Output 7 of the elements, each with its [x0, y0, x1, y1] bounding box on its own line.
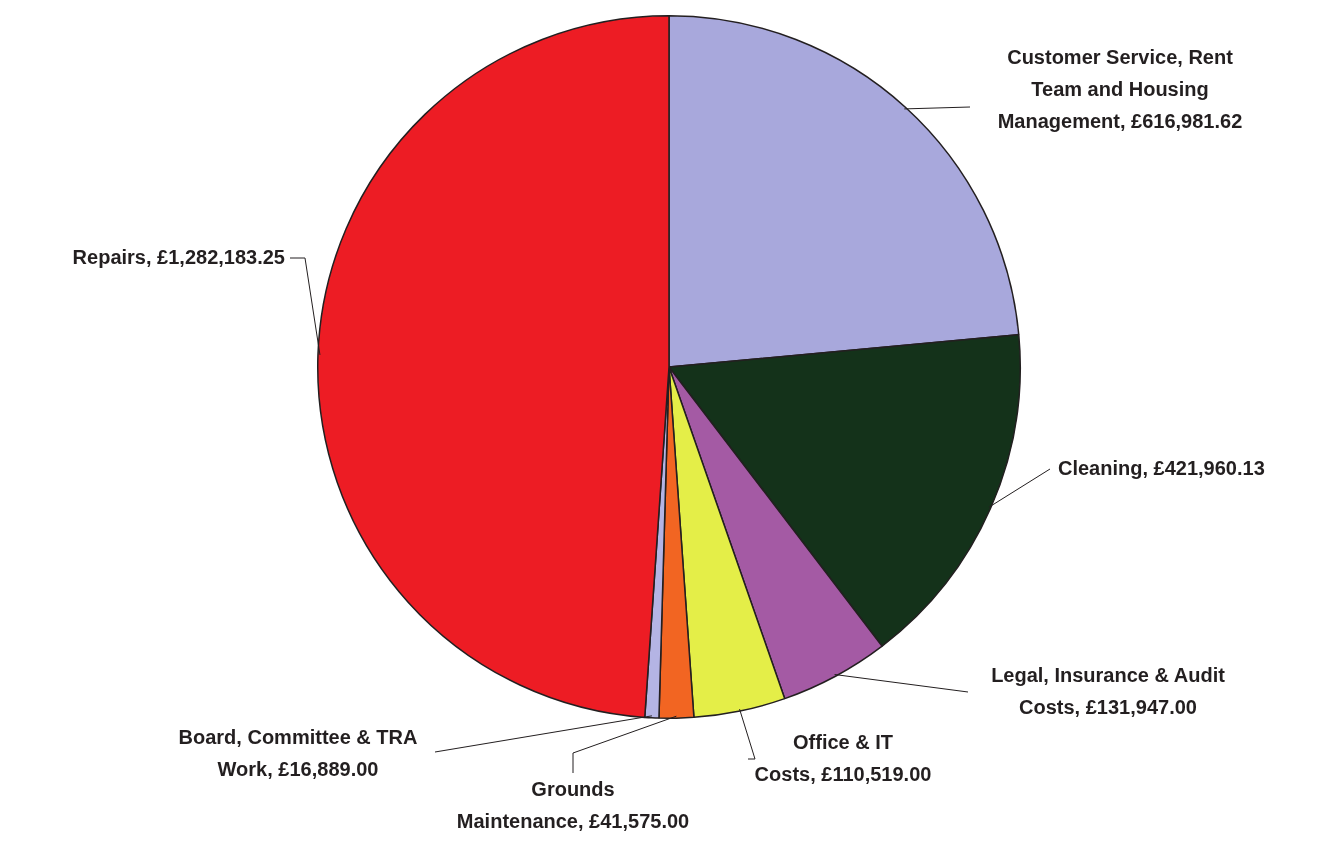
slice-label: Repairs, £1,282,183.25 — [72, 245, 285, 268]
slice-label: Board, Committee & TRA Work, £16,889.00 — [178, 725, 418, 780]
slice-label: Customer Service, Rent Team and Housing Management, £616,981.62 — [997, 45, 1243, 132]
slice-label: Office & IT Costs, £110,519.00 — [754, 730, 932, 785]
slice-label: Legal, Insurance & Audit Costs, £131,947.00 — [991, 663, 1226, 718]
slice-label: Cleaning, £421,960.13 — [1058, 456, 1265, 479]
slice-label: Grounds Maintenance, £41,575.00 — [456, 777, 690, 832]
